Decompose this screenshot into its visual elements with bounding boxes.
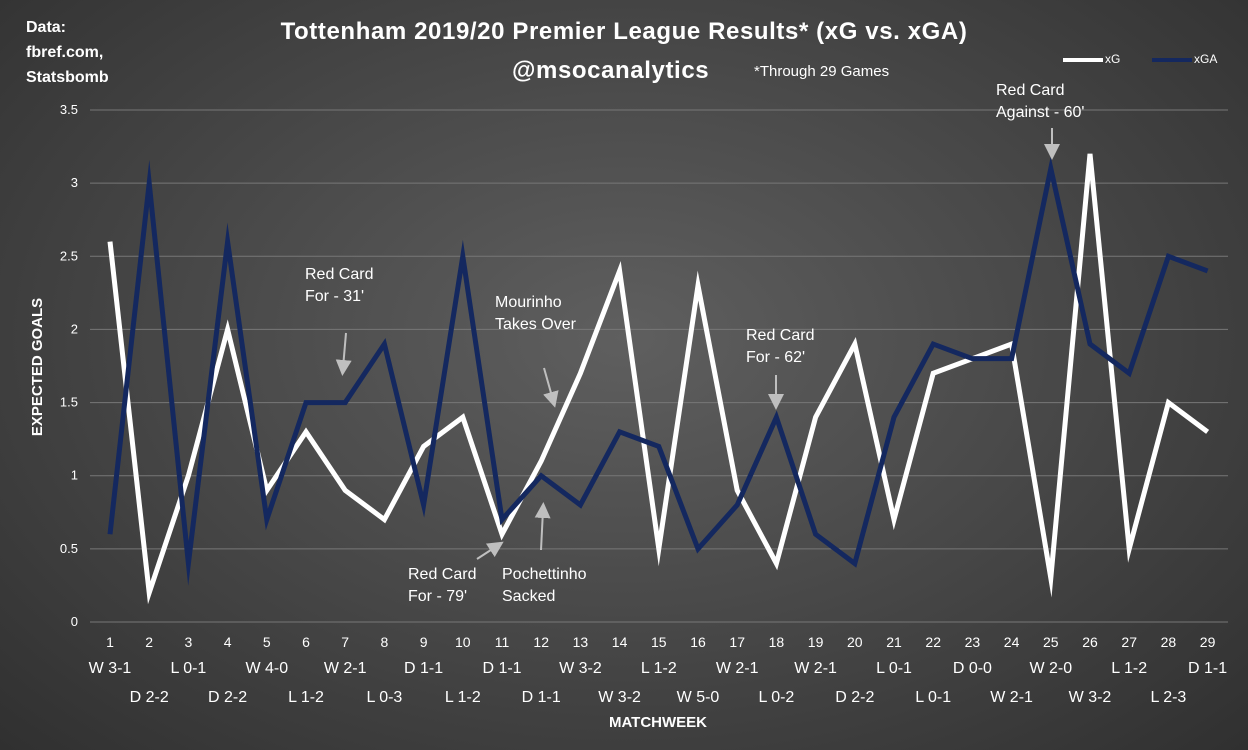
chart-title: Tottenham 2019/20 Premier League Results… bbox=[280, 18, 968, 45]
result-label: W 2-1 bbox=[990, 689, 1033, 706]
result-label: W 2-0 bbox=[1029, 660, 1072, 677]
annotation-arrow bbox=[534, 502, 551, 551]
x-tick-label: 26 bbox=[1082, 634, 1098, 650]
y-tick-label: 3 bbox=[71, 175, 78, 190]
source-line-2: fbref.com, bbox=[26, 44, 104, 61]
result-label: W 3-2 bbox=[598, 689, 641, 706]
x-tick-label: 12 bbox=[533, 634, 549, 650]
result-label: L 1-2 bbox=[288, 689, 324, 706]
x-tick-label: 14 bbox=[612, 634, 628, 650]
series-line-xga bbox=[107, 156, 1209, 586]
source-line-3: Statsbomb bbox=[26, 69, 109, 86]
result-label: D 1-1 bbox=[482, 660, 521, 677]
result-label: L 0-1 bbox=[876, 660, 912, 677]
x-tick-label: 13 bbox=[573, 634, 589, 650]
x-tick-label: 27 bbox=[1121, 634, 1137, 650]
x-tick-label: 18 bbox=[769, 634, 785, 650]
result-label: W 3-2 bbox=[559, 660, 602, 677]
x-tick-label: 24 bbox=[1004, 634, 1020, 650]
result-label: D 2-2 bbox=[130, 689, 169, 706]
annotation-arrow bbox=[543, 367, 559, 408]
result-label: D 1-1 bbox=[404, 660, 443, 677]
result-label: L 1-2 bbox=[641, 660, 677, 677]
chart-note: *Through 29 Games bbox=[754, 63, 890, 80]
y-tick-label: 1 bbox=[71, 468, 78, 483]
result-label: W 5-0 bbox=[677, 689, 720, 706]
annotation-arrow bbox=[476, 541, 504, 560]
x-tick-label: 21 bbox=[886, 634, 902, 650]
result-label: W 2-1 bbox=[324, 660, 367, 677]
result-label: L 0-1 bbox=[170, 660, 206, 677]
x-tick-labels: 1 2 3 4 5 6 7 8 9 10 11 12 13 14 15 16 17 18 19 20 21 22 23 24 2… bbox=[106, 634, 1215, 650]
legend-xga-swatch bbox=[1152, 58, 1192, 62]
x-tick-label: 28 bbox=[1161, 634, 1177, 650]
x-tick-label: 6 bbox=[302, 634, 310, 650]
x-tick-label: 22 bbox=[925, 634, 941, 650]
y-tick-label: 0 bbox=[71, 614, 78, 629]
result-label: L 1-2 bbox=[445, 689, 481, 706]
result-label: D 1-1 bbox=[1188, 660, 1227, 677]
match-result-labels: W 3-1D 2-2L 0-1D 2-2W 4-0L 1-2W 2-1L 0-3… bbox=[89, 660, 1228, 706]
series-lines bbox=[107, 153, 1210, 605]
result-label: W 2-1 bbox=[794, 660, 837, 677]
x-tick-label: 2 bbox=[145, 634, 153, 650]
x-tick-label: 7 bbox=[341, 634, 349, 650]
x-tick-label: 4 bbox=[224, 634, 232, 650]
x-tick-label: 11 bbox=[495, 634, 510, 650]
y-tick-labels: 0 0.5 1 1.5 2 2.5 3 3.5 bbox=[60, 102, 78, 629]
y-tick-label: 3.5 bbox=[60, 102, 78, 117]
y-tick-label: 2.5 bbox=[60, 248, 78, 263]
annotation-arrows bbox=[335, 128, 1060, 560]
y-tick-label: 2 bbox=[71, 321, 78, 336]
result-label: L 0-1 bbox=[915, 689, 951, 706]
x-tick-label: 16 bbox=[690, 634, 706, 650]
annotation-red-card-against-60: Red Card Against - 60' bbox=[996, 82, 1085, 121]
x-tick-label: 8 bbox=[381, 634, 389, 650]
x-tick-label: 19 bbox=[808, 634, 824, 650]
x-tick-label: 15 bbox=[651, 634, 667, 650]
x-tick-label: 20 bbox=[847, 634, 863, 650]
y-tick-label: 0.5 bbox=[60, 541, 78, 556]
chart-subtitle: @msocanalytics bbox=[512, 57, 710, 84]
result-label: W 3-2 bbox=[1069, 689, 1112, 706]
result-label: W 3-1 bbox=[89, 660, 132, 677]
x-tick-label: 3 bbox=[185, 634, 193, 650]
source-line-1: Data: bbox=[26, 19, 67, 36]
series-line-xg bbox=[107, 153, 1210, 605]
result-label: L 2-3 bbox=[1150, 689, 1186, 706]
result-label: L 0-3 bbox=[366, 689, 402, 706]
x-tick-label: 5 bbox=[263, 634, 271, 650]
x-tick-label: 1 bbox=[106, 634, 114, 650]
x-tick-label: 17 bbox=[729, 634, 745, 650]
result-label: L 0-2 bbox=[758, 689, 794, 706]
y-tick-label: 1.5 bbox=[60, 395, 78, 410]
x-tick-label: 25 bbox=[1043, 634, 1059, 650]
x-tick-label: 9 bbox=[420, 634, 428, 650]
x-tick-label: 23 bbox=[965, 634, 981, 650]
x-axis-title: MATCHWEEK bbox=[609, 714, 707, 731]
result-label: D 2-2 bbox=[835, 689, 874, 706]
result-label: W 2-1 bbox=[716, 660, 759, 677]
result-label: D 2-2 bbox=[208, 689, 247, 706]
legend-xg-label: xG bbox=[1105, 52, 1121, 66]
annotation-arrow bbox=[335, 332, 352, 376]
annotation-mourinho: Mourinho Takes Over bbox=[495, 294, 576, 333]
x-tick-label: 10 bbox=[455, 634, 471, 650]
y-axis-title: EXPECTED GOALS bbox=[29, 298, 46, 436]
annotation-red-card-62: Red Card For - 62' bbox=[746, 327, 815, 366]
result-label: D 1-1 bbox=[522, 689, 561, 706]
result-label: W 4-0 bbox=[245, 660, 288, 677]
annotation-red-card-79: Red Card For - 79' bbox=[408, 566, 477, 605]
annotation-poch-sacked: Pochettinho Sacked bbox=[502, 566, 587, 605]
legend-xg-swatch bbox=[1063, 58, 1103, 62]
result-label: D 0-0 bbox=[953, 660, 992, 677]
annotation-red-card-31: Red Card For - 31' bbox=[305, 266, 374, 305]
legend-xga-label: xGA bbox=[1194, 52, 1218, 66]
x-tick-label: 29 bbox=[1200, 634, 1216, 650]
result-label: L 1-2 bbox=[1111, 660, 1147, 677]
